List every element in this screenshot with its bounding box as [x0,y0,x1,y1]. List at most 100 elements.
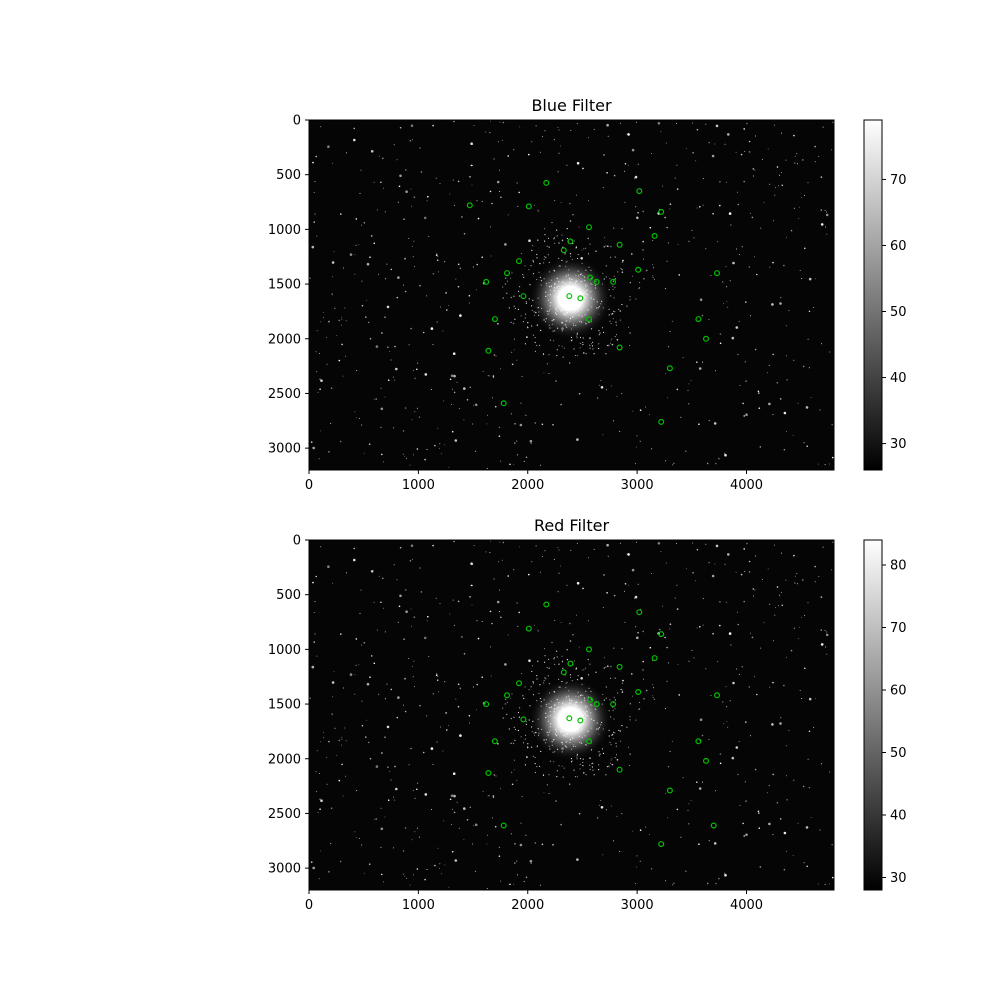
red-filter-marker [587,696,594,703]
blue-filter-star [345,152,347,154]
blue-filter-star [518,191,520,194]
red-filter-star [639,860,641,862]
red-filter-star [610,762,611,764]
blue-filter-star [676,122,677,124]
blue-filter-star [692,152,694,154]
red-filter-star [558,572,560,574]
blue-filter-star [543,372,545,374]
blue-filter-x-tick-label: 0 [305,478,313,493]
red-filter-star [341,738,343,740]
blue-filter-title: Blue Filter [531,96,612,115]
blue-filter-marker [695,316,702,323]
red-filter-star [381,752,383,754]
blue-filter-star [361,304,364,307]
blue-filter-star [781,184,784,187]
red-filter-star [319,808,321,810]
red-filter-star [634,883,636,885]
blue-filter-star [786,355,788,357]
red-filter-star [313,612,315,613]
red-filter-star [668,766,670,768]
blue-filter-star [499,169,500,171]
red-filter-cluster-star [609,677,612,680]
blue-filter-star [735,151,737,153]
red-filter-y-tick-label: 1000 [268,643,301,658]
red-filter-star [448,886,450,888]
blue-filter-cluster-star [513,338,516,340]
blue-filter-star [317,391,319,393]
red-filter-cluster-star [569,674,572,676]
red-filter-star [416,827,418,829]
blue-filter-star [832,456,834,459]
blue-filter-star [807,182,809,184]
red-filter-star [557,591,559,593]
red-filter-star [832,541,834,544]
red-filter-cluster-star [542,774,545,776]
red-filter-star [826,653,828,655]
blue-filter-star [432,124,434,127]
red-filter-star [523,881,525,882]
red-filter-star [699,718,703,721]
blue-filter-star [311,245,315,249]
red-filter-star [642,630,644,633]
red-filter-star [666,646,668,649]
red-filter-star [519,843,523,847]
blue-filter-star [404,407,407,409]
red-filter-star [708,840,710,842]
red-filter-cluster-star [502,707,504,709]
blue-filter-star [745,413,748,417]
red-filter-star [714,563,716,565]
blue-filter-star [358,417,360,419]
blue-filter-cluster-star [569,253,572,255]
blue-filter-star [474,403,478,407]
red-filter-star [637,583,639,585]
red-filter-star [529,859,533,863]
blue-filter-cluster-star [506,280,509,282]
blue-filter-star [693,237,695,239]
blue-filter-star [779,174,781,176]
blue-filter-x-axis: 0 1000 2000 3000 4000 [305,470,763,493]
blue-filter-star [318,458,320,460]
blue-filter-star [510,277,512,279]
blue-filter-star [588,344,591,347]
red-filter-star [472,686,474,688]
blue-filter-cluster-star [544,256,546,258]
red-filter-marker [491,738,498,745]
red-filter-star [414,686,415,688]
red-filter-star [333,671,335,673]
red-filter-star [820,643,824,646]
red-filter-star [696,781,698,783]
blue-filter-star [606,123,609,127]
red-filter-cluster-star [506,713,508,715]
red-filter-marker [635,688,642,695]
red-filter-star [563,767,565,769]
blue-filter-star [755,135,757,137]
red-filter-star [423,636,427,640]
blue-filter-star [502,121,505,124]
red-filter-marker [585,738,592,745]
red-filter-star [746,542,748,545]
red-filter-star [370,570,374,573]
blue-filter-cluster-star [595,250,597,252]
blue-filter-cluster-star [585,353,587,355]
red-filter-star [807,758,809,760]
red-filter-star [619,850,621,852]
blue-filter-star [397,276,400,279]
red-filter-star [829,771,831,773]
red-filter-star [526,756,528,758]
blue-filter-cluster-star [531,249,533,251]
blue-filter-star [343,267,344,269]
red-filter-star [490,646,492,648]
blue-filter-star [353,138,356,142]
red-filter-star [611,763,614,766]
red-filter-star [748,560,751,563]
red-filter-star [588,764,591,767]
blue-filter-star [492,376,494,378]
blue-filter-star [783,448,786,451]
red-filter-cluster-star [514,728,517,731]
blue-filter-star [578,226,580,228]
blue-filter-star [775,187,777,189]
red-filter-star [708,562,710,564]
blue-filter-cluster-star [621,261,624,263]
red-filter-star [380,807,382,809]
red-filter-star [509,883,511,886]
